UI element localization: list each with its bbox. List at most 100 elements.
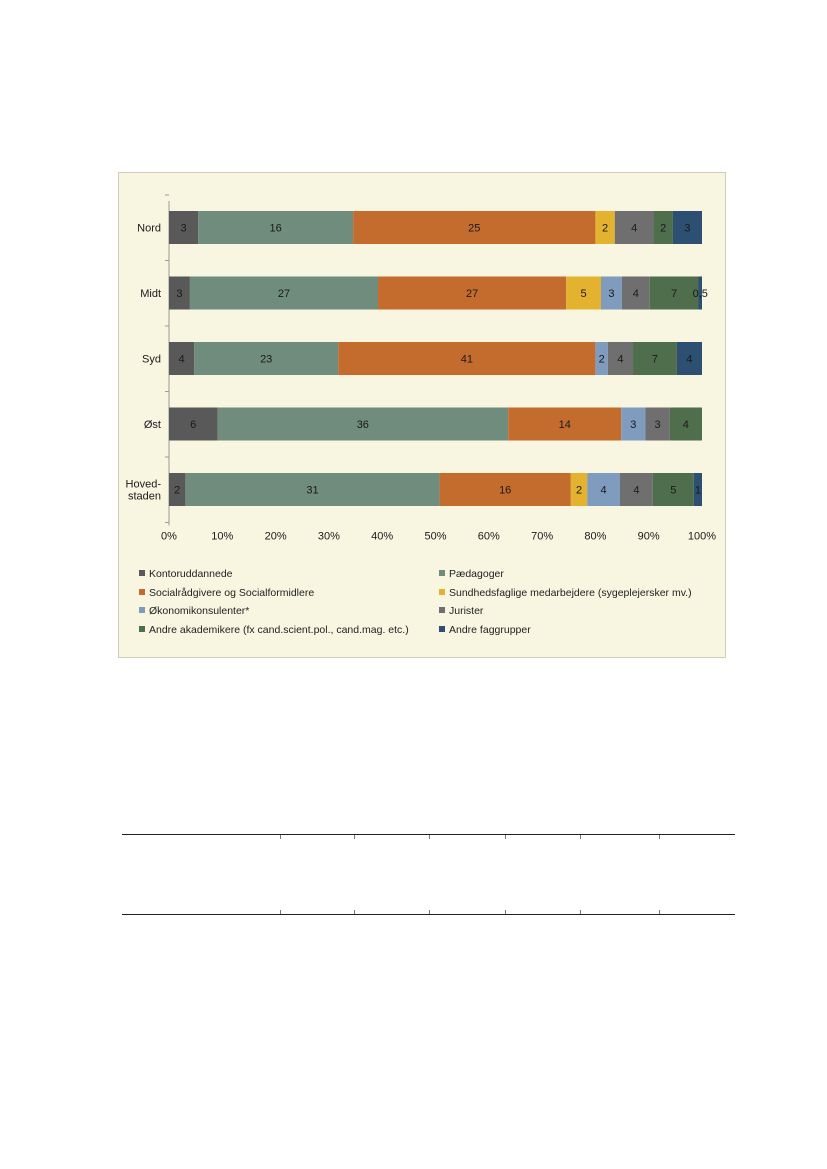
category-label: Midt	[140, 288, 161, 300]
table-column-separator	[429, 835, 430, 839]
bar-segment	[353, 211, 596, 244]
legend-label: Andre faggrupper	[449, 623, 531, 636]
table-column-separator	[354, 835, 355, 839]
x-tick-label: 30%	[318, 531, 340, 543]
bar-segment	[645, 407, 670, 441]
legend-label: Økonomikonsulenter*	[149, 605, 250, 617]
data-label: 3	[655, 419, 661, 431]
x-tick-label: 10%	[211, 531, 233, 543]
legend-item: Jurister	[439, 604, 483, 618]
table-top-rule	[122, 834, 735, 835]
x-tick-label: 70%	[531, 531, 553, 543]
empty-table	[122, 834, 735, 916]
data-label: 7	[671, 288, 677, 300]
bar-segment	[633, 342, 677, 375]
legend-label: Andre akademikere (fx cand.scient.pol., …	[149, 623, 409, 636]
legend-swatch	[439, 625, 445, 632]
table-column-separator	[280, 910, 281, 914]
category-label: Hoved-staden	[126, 479, 162, 503]
category-label: Nord	[137, 223, 161, 235]
bar-segment	[607, 342, 634, 375]
data-label: 16	[499, 485, 511, 497]
data-label: 4	[686, 354, 692, 366]
data-label: 3	[684, 223, 690, 235]
data-label: 27	[278, 288, 290, 300]
category-label: Syd	[142, 354, 161, 366]
data-label: 4	[631, 223, 637, 235]
legend-item: Kontoruddannede	[139, 567, 233, 581]
table-column-separator	[505, 835, 506, 839]
legend-item: Socialrådgivere og Socialformidlere	[139, 586, 314, 600]
category-label: Øst	[144, 419, 161, 431]
legend-item: Pædagoger	[439, 567, 504, 581]
bar-segment	[649, 276, 699, 310]
data-label: 4	[683, 419, 689, 431]
bar-segment	[185, 473, 440, 506]
data-label: 2	[174, 485, 180, 497]
data-label: 3	[176, 288, 182, 300]
table-column-separator	[429, 910, 430, 914]
x-tick-label: 100%	[688, 531, 716, 543]
data-label: 5	[670, 485, 676, 497]
data-label: 41	[461, 354, 473, 366]
data-label: 4	[601, 485, 607, 497]
legend-label: Sundhedsfaglige medarbejdere (sygeplejer…	[449, 586, 692, 599]
bar-segment	[338, 342, 596, 375]
bar-segment	[587, 473, 620, 506]
data-label: 2	[660, 223, 666, 235]
x-tick-label: 60%	[478, 531, 500, 543]
bar-segment	[652, 473, 694, 506]
data-label: 25	[468, 223, 480, 235]
bar-segment	[620, 473, 653, 506]
bar-segment	[595, 211, 615, 244]
data-label: 36	[357, 419, 369, 431]
bar-segment	[189, 276, 379, 310]
bar-segment	[169, 407, 218, 441]
bar-segment	[169, 276, 190, 310]
legend-label: Pædagoger	[449, 568, 504, 580]
legend-swatch	[439, 570, 445, 576]
data-label: 2	[576, 485, 582, 497]
table-column-separator	[659, 910, 660, 914]
data-label: 23	[260, 354, 272, 366]
data-label: 5	[580, 288, 586, 300]
bar-segment	[621, 276, 650, 310]
bar-segment	[194, 342, 339, 375]
data-label: 1	[695, 485, 701, 497]
legend-item: Andre faggrupper	[439, 623, 531, 637]
bar-segment	[621, 407, 646, 441]
legend-label: Kontoruddannede	[149, 568, 233, 580]
bar-segment	[676, 342, 702, 375]
legend-swatch	[139, 588, 145, 595]
data-label: 31	[306, 485, 318, 497]
x-tick-label: 40%	[371, 531, 393, 543]
data-label: 14	[559, 419, 571, 431]
bar-segment	[439, 473, 571, 506]
bar-segment	[508, 407, 622, 441]
table-column-separator	[659, 835, 660, 839]
legend-swatch	[139, 607, 145, 613]
x-tick-label: 90%	[638, 531, 660, 543]
data-label: 27	[466, 288, 478, 300]
legend-item: Andre akademikere (fx cand.scient.pol., …	[139, 623, 409, 637]
table-column-separator	[280, 835, 281, 839]
bar-segment	[614, 211, 654, 244]
data-label: 4	[633, 288, 639, 300]
data-label: 4	[178, 354, 184, 366]
table-bottom-rule	[122, 914, 735, 915]
bar-segment	[600, 276, 622, 310]
bar-segment	[595, 342, 608, 375]
x-tick-label: 80%	[584, 531, 606, 543]
legend-swatch	[139, 570, 145, 576]
bar-segment	[169, 473, 186, 506]
bar-segment	[693, 473, 702, 506]
table-column-separator	[580, 835, 581, 839]
bar-segment	[672, 211, 702, 244]
data-label: 4	[633, 485, 639, 497]
legend-item: Sundhedsfaglige medarbejdere (sygeplejer…	[439, 586, 692, 600]
table-column-separator	[354, 910, 355, 914]
bar-segment	[669, 407, 702, 441]
data-label: 0,5	[693, 288, 708, 300]
x-tick-label: 20%	[265, 531, 287, 543]
